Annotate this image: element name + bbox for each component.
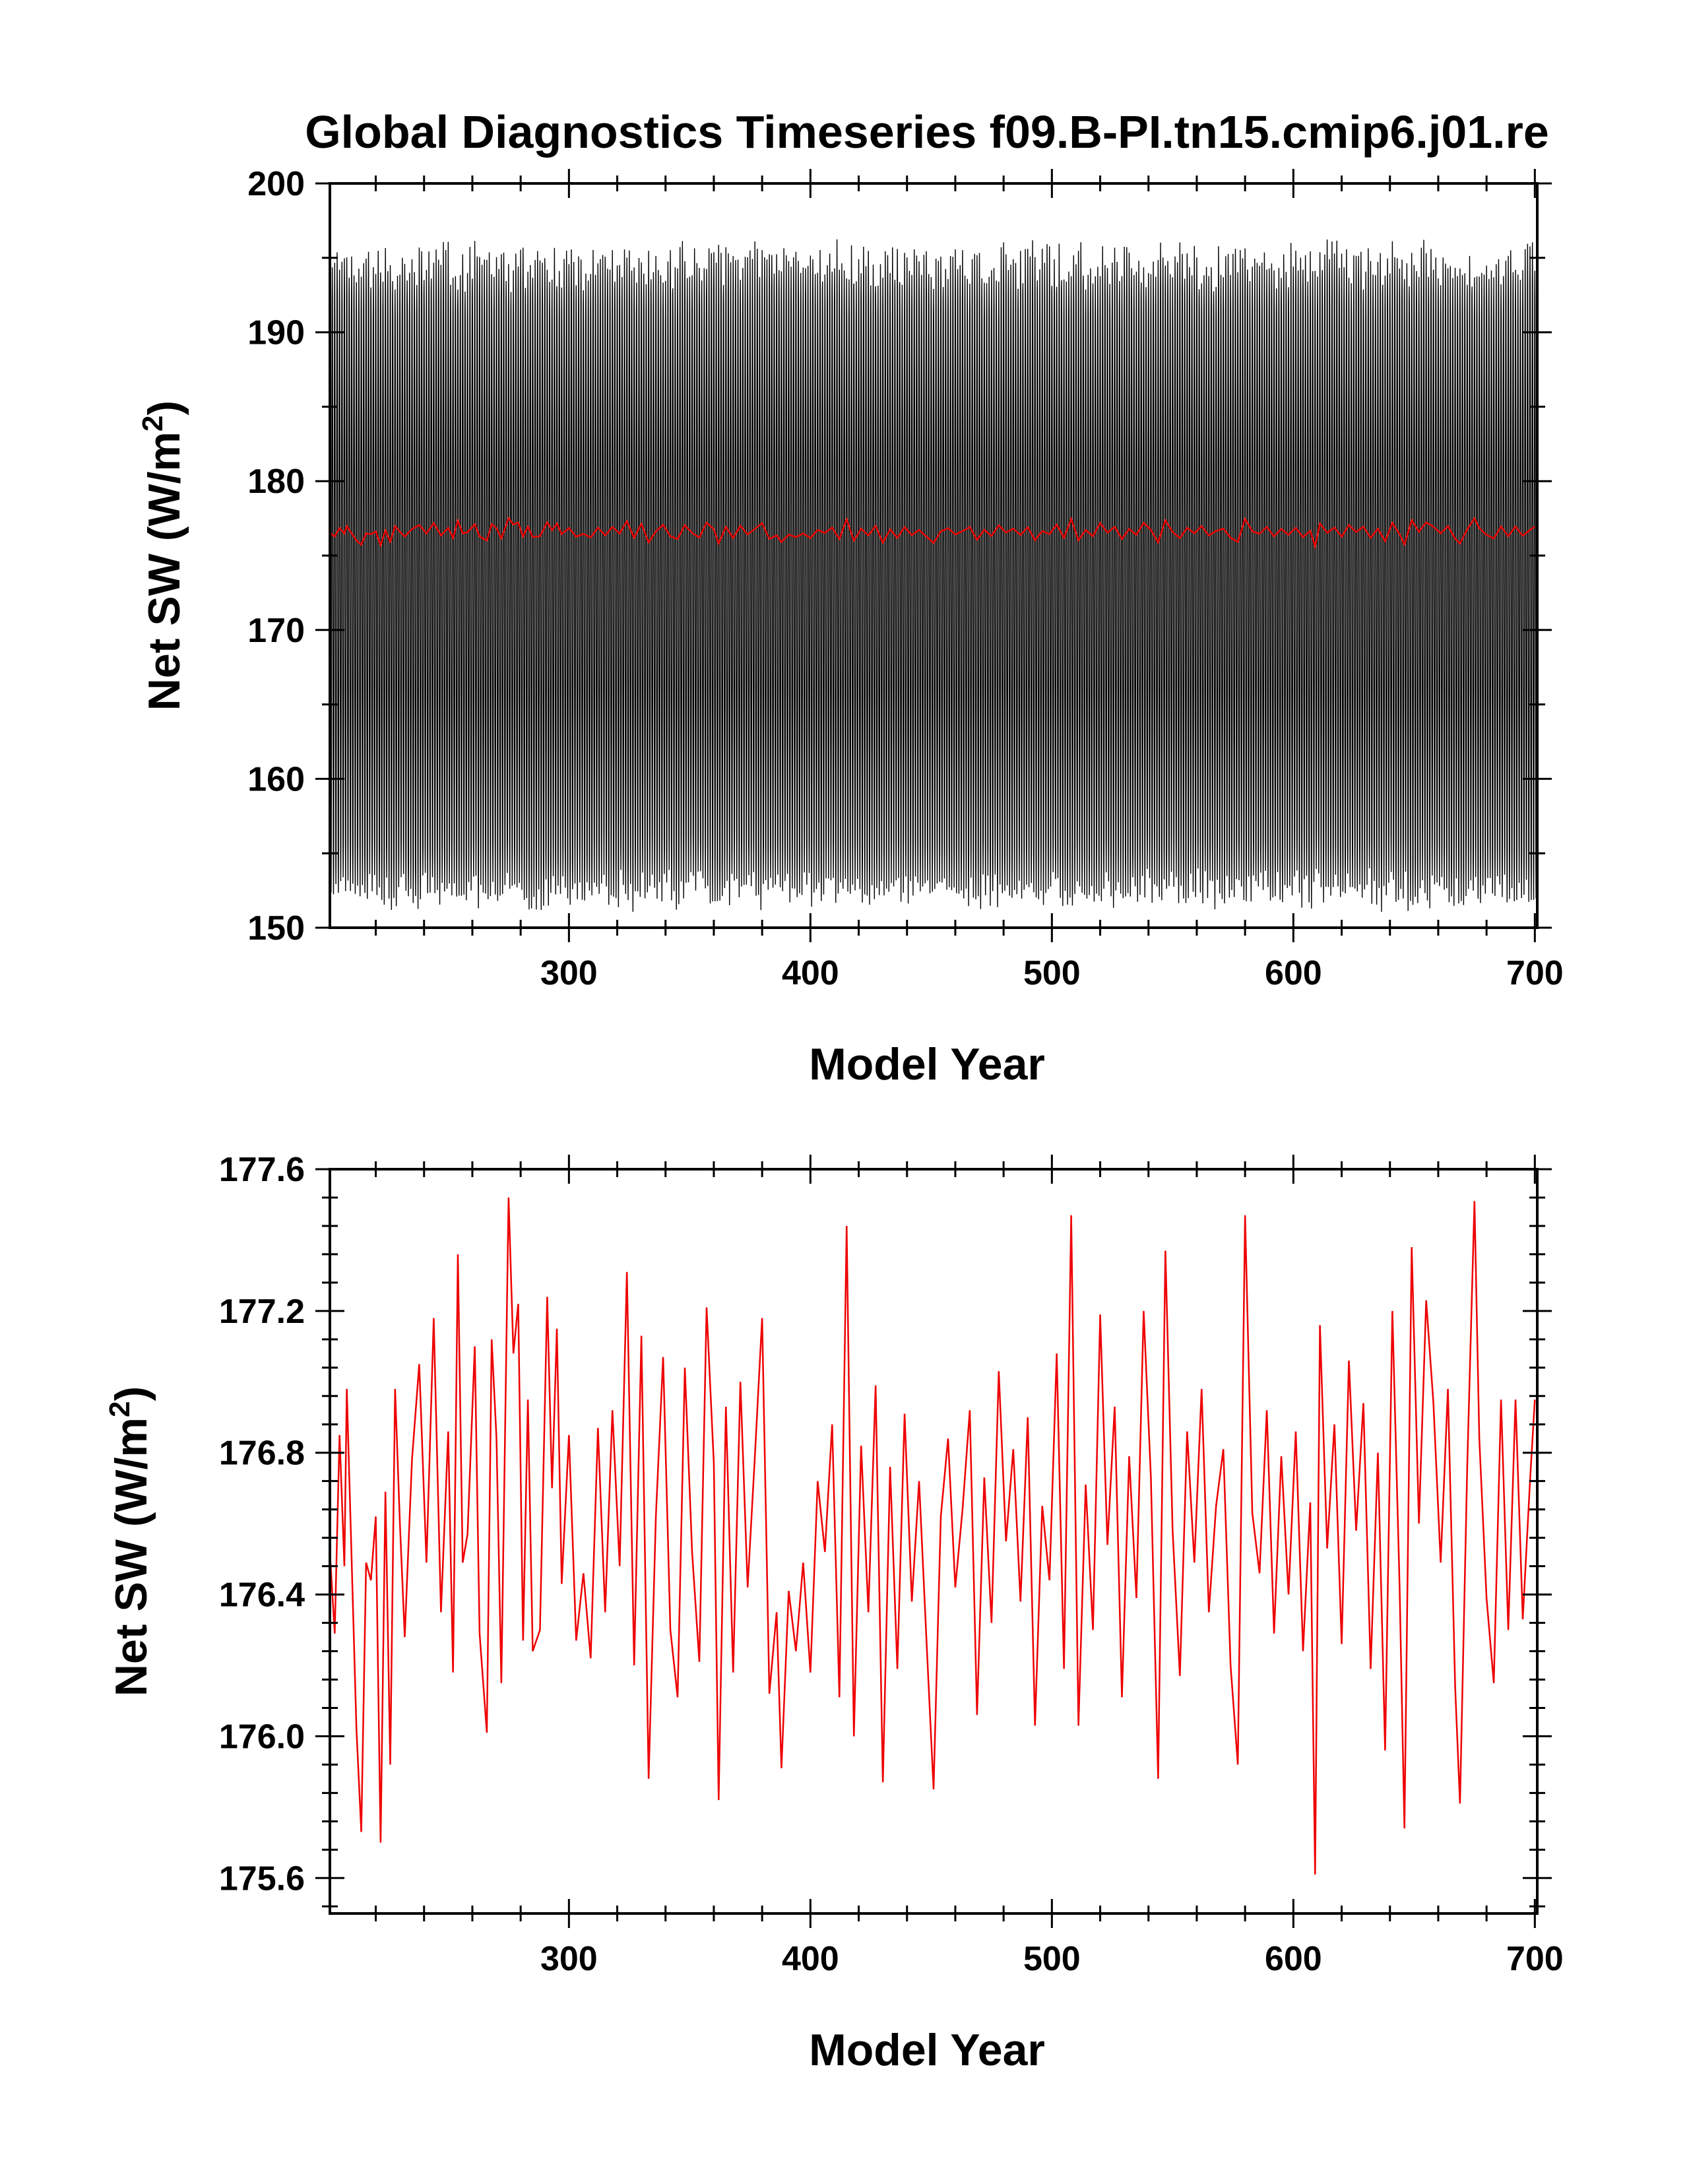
top-y-ticks: 150 160 170 180 190 200 [247,165,1552,947]
top-x-axis-label: Model Year [809,1039,1045,1089]
bottom-ytick-label-3: 176.8 [219,1434,305,1473]
bottom-xtick-label-300: 300 [540,1940,598,1978]
top-annual-series-line [330,516,1536,550]
monthly-series-line [330,239,1537,912]
top-ytick-label-1: 160 [247,760,305,798]
top-ytick-label-5: 200 [247,165,305,203]
bottom-y-axis-label: Net SW (W/m2) [104,1386,156,1696]
bottom-ytick-label-0: 175.6 [219,1859,305,1898]
figure-title: Global Diagnostics Timeseries f09.B-PI.t… [305,106,1549,158]
bottom-xtick-label-600: 600 [1265,1940,1322,1978]
top-xtick-label-700: 700 [1506,954,1564,992]
top-xtick-label-500: 500 [1023,954,1081,992]
bottom-y-ticks: 175.6 176.0 176.4 176.8 177.2 177.6 [219,1151,1552,1908]
bottom-panel: 300 400 500 600 700 175.6 176.0 176.4 176.8 177.… [104,1151,1564,2075]
bottom-ytick-label-1: 176.0 [219,1718,305,1756]
bottom-xtick-label-700: 700 [1506,1940,1564,1978]
bottom-annual-series-line [330,1197,1536,1875]
bottom-ytick-label-4: 177.2 [219,1293,305,1331]
bottom-x-axis-label: Model Year [809,2025,1045,2075]
top-xtick-label-600: 600 [1265,954,1322,992]
top-xtick-label-400: 400 [782,954,839,992]
top-ytick-label-0: 150 [247,909,305,947]
bottom-ytick-label-2: 176.4 [219,1576,305,1615]
top-x-ticks: 300 400 500 600 700 [375,169,1564,992]
bottom-plot-frame [329,1168,1539,1915]
top-ytick-label-3: 180 [247,463,305,501]
top-ytick-label-2: 170 [247,612,305,650]
top-plot-area [330,239,1537,912]
top-ytick-label-4: 190 [247,314,305,352]
bottom-plot-area [330,1197,1536,1875]
bottom-xtick-label-500: 500 [1023,1940,1081,1978]
bottom-ytick-label-5: 177.6 [219,1151,305,1189]
top-y-axis-label: Net SW (W/m2) [137,401,189,711]
bottom-x-ticks: 300 400 500 600 700 [375,1155,1564,1978]
top-panel: 300 400 500 600 700 150 160 170 180 190 200 Model… [137,165,1564,1089]
bottom-xtick-label-400: 400 [782,1940,839,1978]
top-xtick-label-300: 300 [540,954,598,992]
